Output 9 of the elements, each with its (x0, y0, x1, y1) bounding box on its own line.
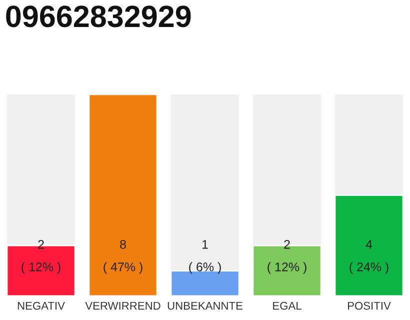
x-tick-label: EGAL (273, 302, 302, 310)
x-tick-label: VERWIRREND (85, 302, 160, 310)
x-tick-label: NEGATIV (18, 302, 65, 310)
data-label: 1 ( 6% ) (189, 240, 221, 274)
data-label: 4 ( 24% ) (350, 240, 388, 274)
chart-title: 09662832929 (6, 6, 191, 28)
data-label: 8 ( 47% ) (104, 240, 142, 274)
x-tick-label: UNBEKANNTE (168, 302, 242, 310)
x-tick-label: POSITIV (348, 302, 391, 310)
